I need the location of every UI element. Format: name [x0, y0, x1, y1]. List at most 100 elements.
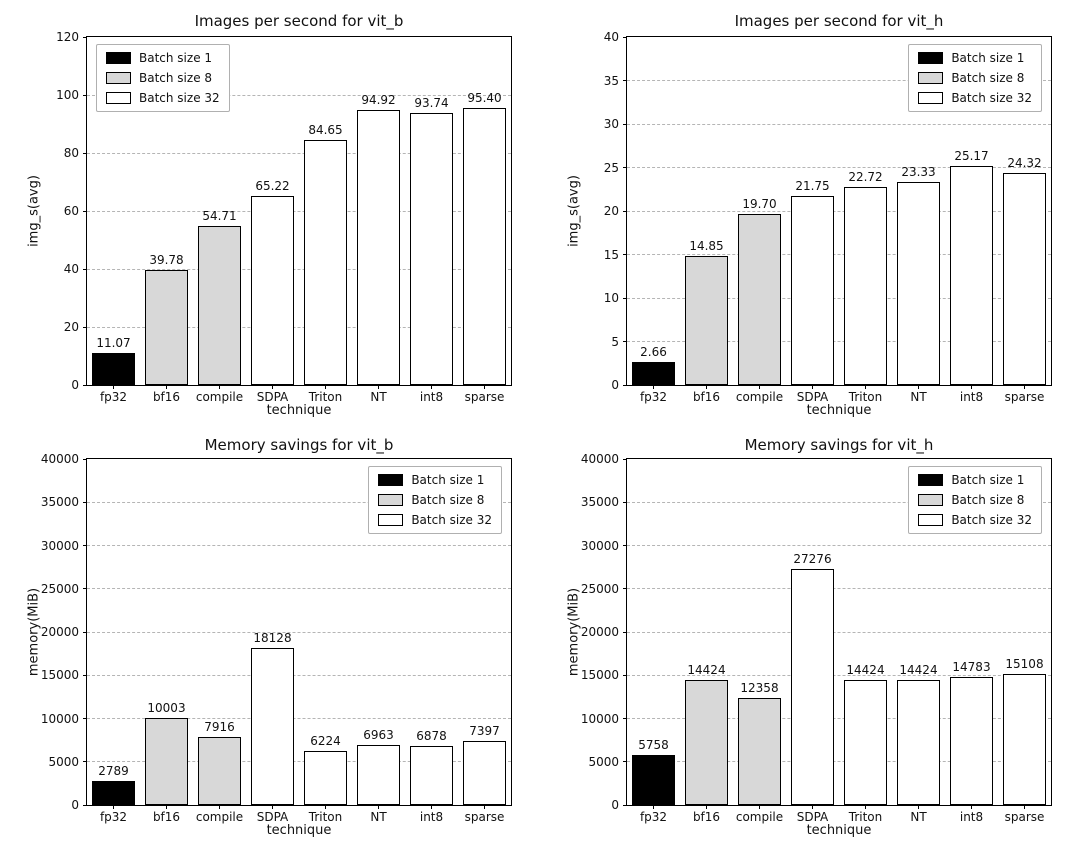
bar-NT: [357, 744, 400, 805]
gridline: [627, 588, 1051, 590]
x-tick-mark: [484, 385, 485, 389]
x-tick-label: fp32: [99, 390, 128, 404]
y-tick-mark: [83, 588, 87, 590]
y-tick-mark: [83, 326, 87, 328]
y-tick-label: 120: [56, 30, 79, 44]
chart-memory-savings-for-vit-b: Memory savings for vit_b memory(MiB) 0 50…: [0, 432, 540, 864]
legend-item: Batch size 32: [918, 513, 1032, 527]
x-tick-label: int8: [959, 390, 984, 404]
legend-item: Batch size 32: [378, 513, 492, 527]
x-tick-mark: [325, 805, 326, 809]
x-tick-label: bf16: [692, 390, 721, 404]
y-tick-mark: [83, 458, 87, 460]
legend-item: Batch size 1: [918, 473, 1032, 487]
x-tick-mark: [219, 385, 220, 389]
bar-value-label: 18128: [253, 631, 292, 646]
gridline: [87, 501, 511, 503]
y-tick-mark: [623, 36, 627, 38]
legend-swatch-batch32: [918, 514, 944, 526]
gridline: [627, 674, 1051, 676]
x-tick-label: SDPA: [796, 390, 829, 404]
x-tick-label: sparse: [464, 810, 505, 824]
y-tick-label: 0: [71, 798, 79, 812]
x-tick-label: int8: [419, 390, 444, 404]
bar-Triton: [304, 751, 347, 805]
plot-area: 0 20 40 60 80 100 120 11.07 fp32 39.78 bf16 54.71 co…: [56, 30, 512, 404]
plot-area: 0 5 10 15 20 25 30 35 40 2.66 fp32 14.85 bf16 19.70 co…: [604, 30, 1052, 404]
y-tick-mark: [623, 631, 627, 633]
x-tick-label: Triton: [848, 810, 883, 824]
y-tick-label: 20000: [40, 625, 79, 639]
y-tick-label: 100: [56, 88, 79, 102]
y-tick-label: 0: [611, 798, 619, 812]
chart-images-per-second-for-vit-b: Images per second for vit_b img_s(avg) 0…: [0, 0, 540, 432]
legend-item: Batch size 8: [106, 71, 220, 85]
x-tick-label: NT: [370, 390, 387, 404]
legend-item: Batch size 8: [918, 71, 1032, 85]
y-tick-mark: [623, 674, 627, 676]
bar-value-label: 10003: [147, 701, 186, 716]
y-tick-label: 40000: [580, 452, 619, 466]
gridline: [627, 167, 1051, 168]
bar-SDPA: [251, 648, 294, 805]
x-tick-mark: [325, 385, 326, 389]
plot-area: 0 5000 10000 15000 20000 25000 30000 35000 40000…: [41, 452, 512, 824]
y-tick-mark: [623, 501, 627, 503]
legend-item-label: Batch size 1: [411, 473, 485, 487]
bar-value-label: 84.65: [308, 122, 343, 137]
y-tick-label: 15000: [40, 668, 79, 683]
x-tick-label: SDPA: [256, 390, 289, 404]
bar-SDPA: [791, 569, 834, 805]
x-tick-mark: [865, 805, 866, 809]
bar-compile: [198, 736, 241, 805]
y-tick-label: 5: [611, 334, 619, 349]
x-tick-label: compile: [735, 810, 784, 824]
bar-value-label: 7916: [204, 719, 235, 734]
y-tick-mark: [623, 167, 627, 168]
x-tick-label: NT: [910, 390, 927, 404]
legend-item-label: Batch size 1: [951, 473, 1025, 487]
bar-NT: [897, 182, 940, 385]
legend: Batch size 1 Batch size 8 Batch size 32: [368, 466, 502, 534]
legend-swatch-batch8: [918, 72, 944, 84]
bar-value-label: 27276: [793, 552, 832, 567]
gridline: [627, 501, 1051, 503]
y-tick-mark: [83, 761, 87, 763]
gridline: [87, 545, 511, 546]
bar-value-label: 12358: [740, 681, 779, 696]
gridline: [627, 545, 1051, 546]
x-tick-label: compile: [195, 810, 244, 824]
x-tick-label: Triton: [308, 810, 343, 824]
y-tick-mark: [623, 210, 627, 212]
legend-swatch-batch1: [918, 474, 944, 486]
gridline: [87, 210, 511, 212]
gridline: [87, 718, 511, 719]
bar-compile: [738, 698, 781, 805]
x-tick-label: compile: [735, 390, 784, 404]
legend-item: Batch size 32: [918, 91, 1032, 105]
y-tick-mark: [623, 718, 627, 719]
y-tick-mark: [83, 501, 87, 503]
x-axis-label: technique: [806, 403, 872, 418]
y-tick-mark: [623, 254, 627, 255]
y-tick-label: 35: [603, 73, 619, 88]
bar-value-label: 22.72: [848, 170, 883, 185]
y-tick-mark: [623, 588, 627, 590]
y-tick-label: 20000: [580, 625, 619, 639]
x-tick-label: bf16: [152, 390, 181, 404]
legend: Batch size 1 Batch size 8 Batch size 32: [96, 44, 230, 112]
bar-Triton: [844, 680, 887, 805]
plot-area: 0 5000 10000 15000 20000 25000 30000 35000 40000…: [581, 452, 1052, 824]
y-tick-mark: [623, 123, 627, 125]
legend-swatch-batch8: [106, 72, 131, 84]
bar-bf16: [685, 680, 728, 805]
y-tick-mark: [83, 631, 87, 633]
bar-sparse: [1003, 674, 1046, 805]
legend-swatch-batch1: [378, 474, 404, 486]
x-tick-mark: [431, 385, 432, 389]
legend-item: Batch size 32: [106, 91, 220, 105]
x-tick-label: sparse: [1004, 810, 1045, 824]
bar-value-label: 6963: [363, 727, 394, 742]
x-tick-mark: [865, 385, 866, 389]
gridline: [87, 761, 511, 763]
